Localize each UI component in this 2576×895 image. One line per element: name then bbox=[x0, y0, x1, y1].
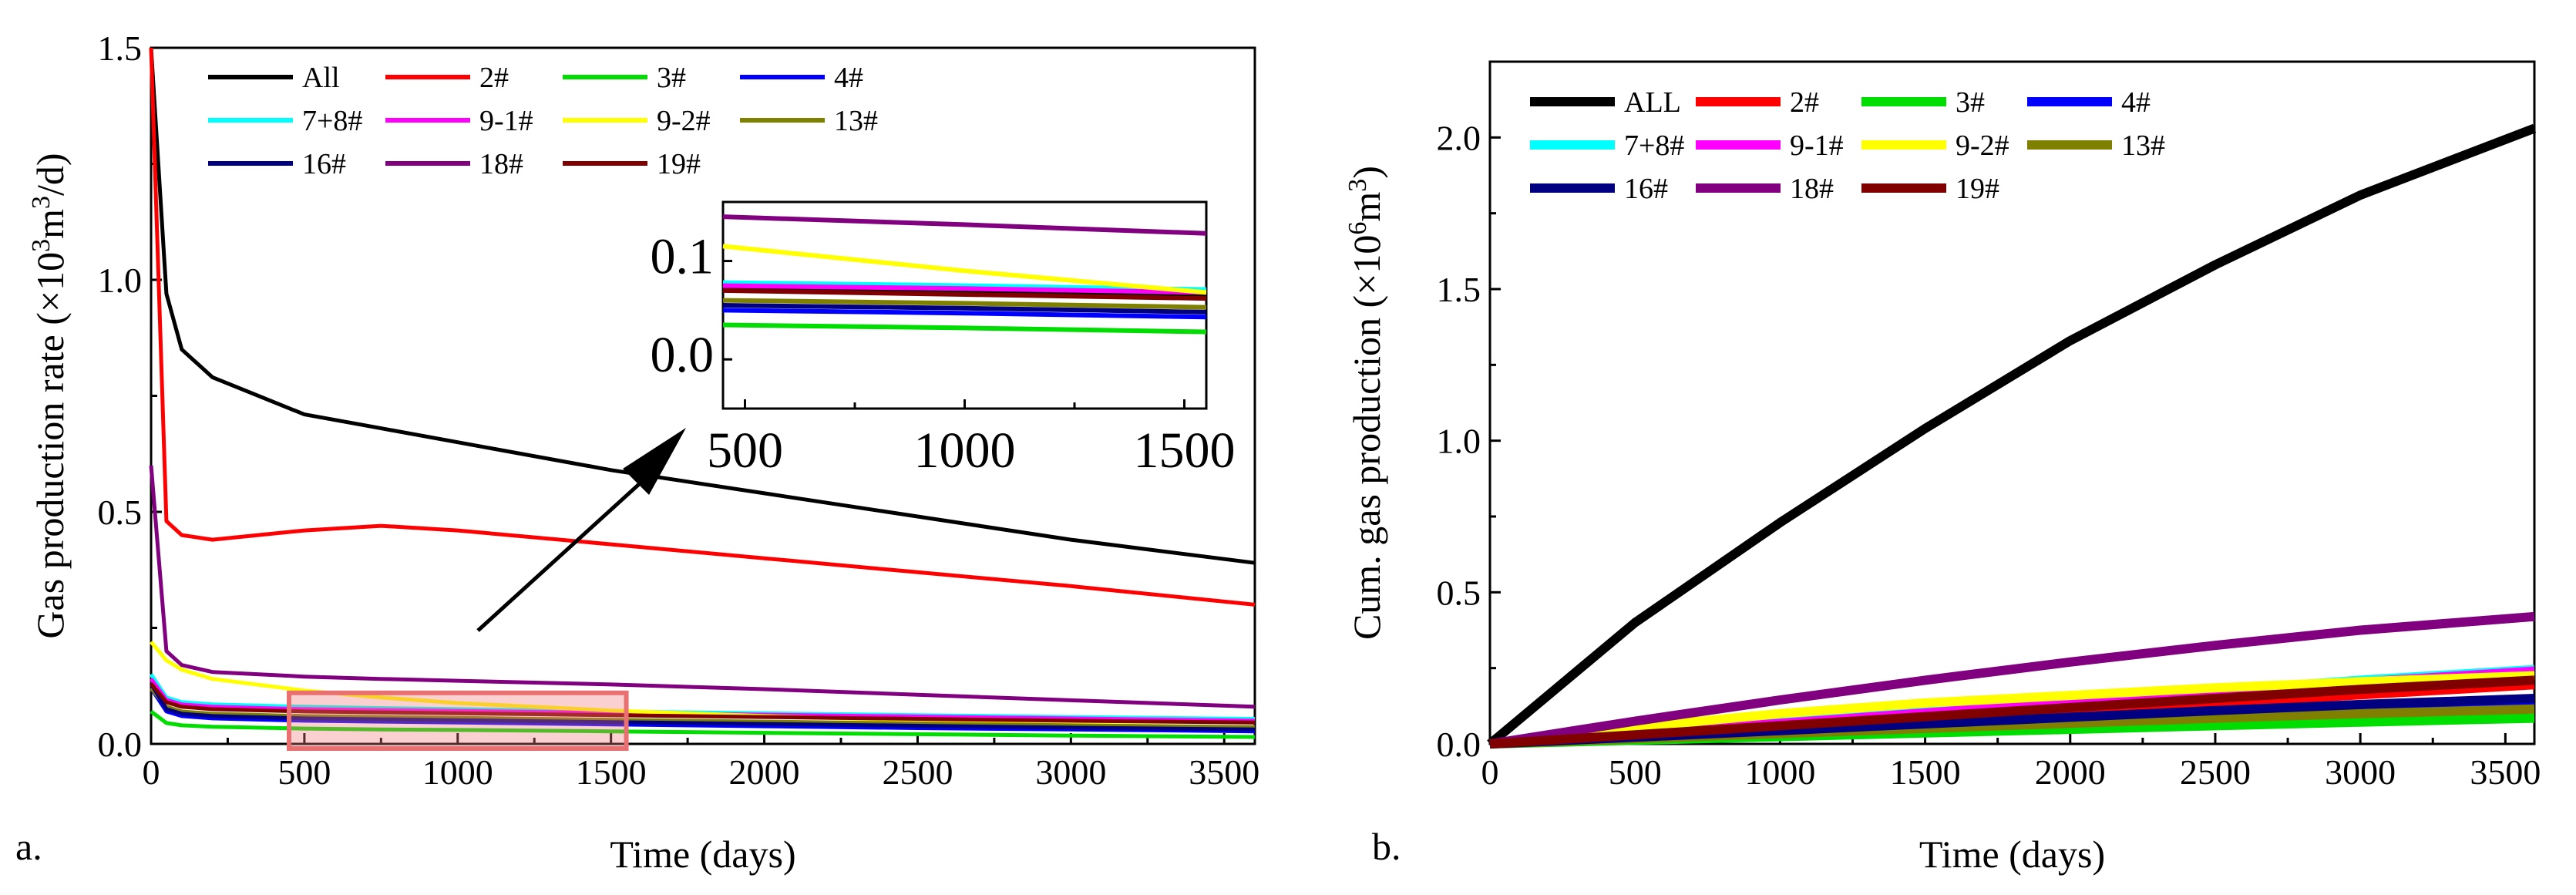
inset-xtick-label: 1000 bbox=[914, 422, 1016, 479]
inset-ytick-label: 0.0 bbox=[651, 327, 715, 383]
panel-a-series-18 bbox=[149, 465, 1256, 709]
panel-a-ytick-label: 1.0 bbox=[98, 261, 143, 300]
panel-a-series-4 bbox=[149, 687, 1256, 734]
inset-series-92 bbox=[722, 244, 1207, 295]
panel-a-xtick-label: 500 bbox=[277, 752, 331, 792]
zoom-arrow-head bbox=[623, 428, 686, 495]
panel-a-ytick-label: 0.0 bbox=[98, 725, 143, 764]
panel-b-legend-label: ALL bbox=[1624, 86, 1681, 119]
inset-series-78 bbox=[722, 280, 1207, 292]
panel-b-legend-label: 4# bbox=[2121, 86, 2151, 119]
panel-a-legend-label: 7+8# bbox=[302, 105, 362, 137]
panel-b-ylabel: Cum. gas production (×106m3) bbox=[1343, 166, 1389, 640]
zoom-arrow-line bbox=[476, 461, 664, 632]
panel-b-legend-label: 3# bbox=[1956, 86, 1985, 119]
panel-a-legend-label: All bbox=[302, 62, 340, 94]
panel-b-legend-label: 19# bbox=[1956, 173, 1999, 205]
panel-b-ytick-label: 0.5 bbox=[1437, 573, 1481, 612]
panel-a-xtick-label: 1500 bbox=[576, 752, 647, 792]
panel-a-legend-label: 18# bbox=[479, 148, 523, 180]
panel-a-xtick-label: 3500 bbox=[1189, 752, 1259, 792]
panel-a-xtick-label: 1000 bbox=[422, 752, 493, 792]
panel-a-series-All bbox=[149, 47, 1256, 565]
panel-a-xtick-label: 2500 bbox=[882, 752, 953, 792]
panel-b-ytick-label: 1.5 bbox=[1437, 270, 1481, 309]
inset-series-3 bbox=[722, 322, 1207, 335]
panel-b-series-ALL bbox=[1487, 123, 2537, 748]
panel-b-xtick-label: 500 bbox=[1609, 752, 1662, 792]
inset-series-13 bbox=[722, 298, 1207, 310]
inset-series-18 bbox=[722, 214, 1207, 236]
panel-b-legend-label: 2# bbox=[1790, 86, 1819, 119]
panel-b-xtick-label: 1000 bbox=[1744, 752, 1815, 792]
panel-b-series-92 bbox=[1489, 671, 2535, 749]
inset-series-19 bbox=[722, 288, 1207, 301]
panel-a-series-16 bbox=[149, 682, 1256, 732]
panel-b-legend-label: 13# bbox=[2121, 130, 2165, 162]
panel-b-frame bbox=[1488, 60, 2536, 745]
inset-series-16 bbox=[722, 303, 1207, 315]
panel-a: 0 500 1000 1500 2000 2500 3000 3500 0.0 0.5 1.0 1.5… bbox=[27, 29, 1260, 876]
inset-series-4 bbox=[722, 308, 1207, 320]
panel-a-ylabel: Gas production rate (×103m3/d) bbox=[27, 153, 72, 638]
panel-b-xtick-label: 3000 bbox=[2325, 752, 2396, 792]
inset-xtick-label: 1500 bbox=[1134, 422, 1236, 479]
panel-b-ytick-label: 2.0 bbox=[1437, 118, 1481, 157]
panel-a-legend-label: 19# bbox=[657, 148, 701, 180]
panel-a-series-2 bbox=[149, 47, 1256, 607]
panel-a-series-91 bbox=[149, 678, 1256, 723]
panel-a-series-92 bbox=[150, 641, 1256, 730]
inset-ytick-label: 0.1 bbox=[651, 229, 715, 285]
inset-series-91 bbox=[722, 283, 1207, 295]
panel-a-legend-label: 16# bbox=[302, 148, 346, 180]
panel-b-xtick-label: 3500 bbox=[2470, 752, 2541, 792]
panel-a-legend-label: 13# bbox=[834, 105, 878, 137]
panel-b-ytick-label: 1.0 bbox=[1437, 422, 1481, 461]
panel-b: 0 500 1000 1500 2000 2500 3000 3500 0.0 0.5 1.0 1.5… bbox=[1343, 60, 2541, 876]
panel-b-legend-label: 16# bbox=[1624, 173, 1668, 205]
panel-a-xtick-label: 2000 bbox=[729, 752, 800, 792]
panel-b-ytick-label: 0.0 bbox=[1437, 725, 1481, 764]
panel-a-xlabel: Time (days) bbox=[610, 833, 795, 876]
panel-b-xtick-label: 1500 bbox=[1890, 752, 1961, 792]
panel-b-xtick-label: 0 bbox=[1481, 752, 1499, 792]
panel-a-legend-label: 9-2# bbox=[657, 105, 711, 137]
panel-a-legend-label: 4# bbox=[834, 62, 863, 94]
panel-a-inset: 500 1000 1500 0.0 0.1 bbox=[651, 200, 1236, 479]
panel-b-legend-label: 9-1# bbox=[1790, 130, 1844, 162]
panel-b-xlabel: Time (days) bbox=[1919, 833, 2105, 876]
panel-b-legend-label: 9-2# bbox=[1956, 130, 2009, 162]
panel-a-xtick-label: 0 bbox=[143, 752, 160, 792]
inset-xtick-label: 500 bbox=[707, 422, 783, 479]
panel-b-xtick-label: 2000 bbox=[2035, 752, 2106, 792]
panel-a-legend-label: 3# bbox=[657, 62, 686, 94]
panel-a-series-13 bbox=[150, 687, 1256, 729]
panel-a-legend-label: 9-1# bbox=[479, 105, 533, 137]
panel-b-legend-label: 7+8# bbox=[1624, 130, 1684, 162]
panel-a-label: a. bbox=[15, 825, 42, 868]
panel-b-series-19 bbox=[1489, 675, 2535, 749]
panel-a-ytick-label: 0.5 bbox=[98, 493, 143, 532]
panel-a-legend-label: 2# bbox=[479, 62, 509, 94]
panel-a-series-3 bbox=[150, 709, 1256, 739]
panel-a-xtick-label: 3000 bbox=[1035, 752, 1106, 792]
panel-b-xtick-label: 2500 bbox=[2180, 752, 2251, 792]
zoom-region-box bbox=[287, 690, 629, 752]
panel-a-ytick-label: 1.5 bbox=[98, 29, 143, 68]
panel-b-label: b. bbox=[1372, 825, 1401, 868]
panel-b-legend-label: 18# bbox=[1790, 173, 1834, 205]
panel-a-series-19 bbox=[150, 682, 1256, 725]
panel-b-series-18 bbox=[1489, 611, 2535, 749]
